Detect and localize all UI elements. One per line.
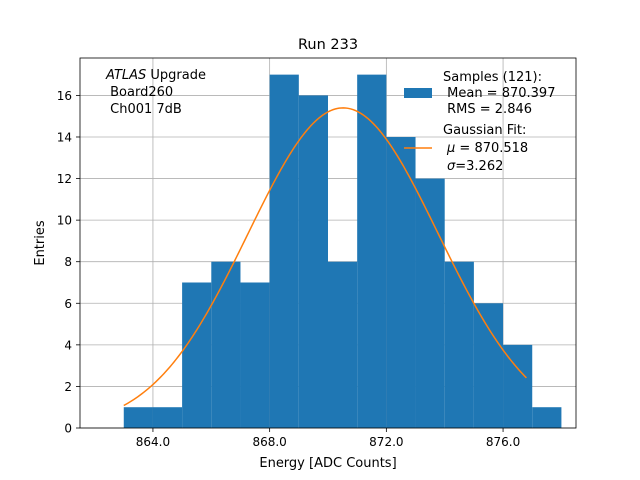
atlas-annotation: ATLAS Upgrade Board260 Ch001 7dB (105, 68, 206, 117)
y-tick-label: 4 (64, 338, 72, 352)
histogram-bars (123, 74, 562, 428)
histogram-bar (473, 303, 504, 428)
y-axis-ticks: 0 2 4 6 8 10 12 14 16 (57, 89, 80, 436)
atlas-label: ATLAS (105, 68, 146, 83)
legend-samples-title: Samples (121): (443, 70, 542, 85)
histogram-bar (152, 407, 183, 428)
y-tick-label: 10 (57, 214, 72, 228)
x-tick-label: 868.0 (252, 435, 286, 449)
histogram-bar (211, 261, 241, 428)
histogram-bar (328, 261, 358, 428)
histogram-bar (532, 407, 562, 428)
annotation-channel: Ch001 7dB (106, 102, 182, 117)
legend-fit-sigma: σ=3.262 (447, 159, 503, 174)
legend-samples-patch (404, 88, 432, 98)
histogram-bar (123, 407, 153, 428)
histogram-bar (182, 282, 212, 428)
histogram-bar (415, 178, 445, 428)
x-tick-label: 864.0 (136, 435, 170, 449)
histogram-bar (269, 74, 299, 428)
histogram-bar (503, 344, 533, 428)
gaussian-fit-curve (123, 107, 527, 407)
histogram-bar (240, 282, 270, 428)
legend: Samples (121): Mean = 870.397 RMS = 2.84… (404, 70, 555, 174)
y-tick-label: 14 (57, 130, 72, 144)
legend-samples-mean: Mean = 870.397 (443, 86, 555, 101)
legend-samples-rms: RMS = 2.846 (443, 102, 532, 117)
x-tick-label: 872.0 (369, 435, 403, 449)
y-tick-label: 12 (57, 172, 72, 186)
y-tick-label: 8 (64, 255, 72, 269)
x-tick-label: 876.0 (486, 435, 520, 449)
histogram-bar (444, 261, 474, 428)
chart-title: Run 233 (298, 37, 358, 53)
sigma-value: =3.262 (455, 159, 503, 174)
histogram-bar (386, 136, 416, 428)
annotation-line-1: ATLAS Upgrade (105, 68, 206, 83)
mu-symbol: μ (446, 141, 455, 156)
legend-fit-title: Gaussian Fit: (443, 123, 526, 138)
y-tick-label: 16 (57, 89, 72, 103)
plot-frame (79, 57, 577, 429)
x-axis-label: Energy [ADC Counts] (259, 456, 396, 471)
y-tick-label: 2 (64, 380, 72, 394)
histogram-bar (357, 74, 387, 428)
y-tick-label: 0 (64, 422, 72, 436)
x-axis-ticks: 864.0 868.0 872.0 876.0 (136, 428, 520, 449)
y-tick-label: 6 (64, 297, 72, 311)
y-axis-label: Entries (33, 220, 48, 266)
annotation-upgrade: Upgrade (146, 68, 206, 83)
legend-fit-mu: μ = 870.518 (446, 141, 528, 156)
sigma-symbol: σ (447, 159, 456, 174)
histogram-bar (298, 95, 328, 428)
mu-value: = 870.518 (455, 141, 528, 156)
annotation-board: Board260 (106, 85, 173, 100)
